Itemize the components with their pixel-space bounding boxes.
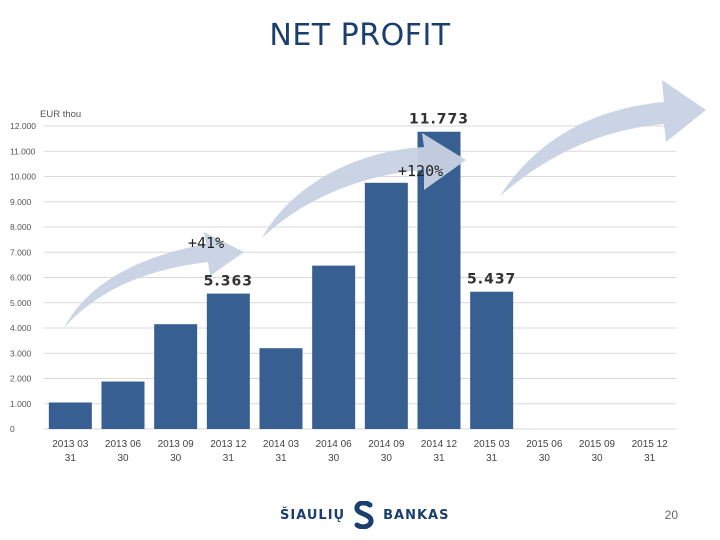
bar [48, 402, 92, 429]
y-tick-label: 2.000 [10, 374, 32, 384]
logo-right-text: BANKAS [383, 507, 450, 523]
y-axis-label: EUR thou [40, 109, 81, 120]
data-label: 5.437 [467, 272, 516, 288]
x-tick-label-day: 31 [65, 453, 77, 464]
x-tick-label: 2014 09 [368, 439, 405, 450]
x-tick-label: 2013 03 [52, 439, 89, 450]
x-tick-label-day: 31 [433, 453, 445, 464]
y-tick-label: 1.000 [10, 399, 32, 409]
data-label: 5.363 [204, 274, 253, 290]
x-tick-label-day: 31 [223, 453, 235, 464]
y-tick-label: 10.000 [10, 172, 36, 182]
y-tick-label: 7.000 [10, 247, 32, 257]
x-tick-label-day: 30 [539, 453, 551, 464]
x-tick-label-day: 30 [117, 453, 129, 464]
growth-arrow-icon [262, 133, 466, 238]
bar [312, 265, 356, 429]
y-tick-label: 6.000 [10, 273, 32, 283]
x-tick-label: 2014 03 [263, 439, 300, 450]
bar [470, 291, 514, 429]
bar [259, 348, 303, 429]
y-tick-label: 11.000 [10, 146, 36, 156]
y-tick-label: 12.000 [10, 121, 36, 131]
x-tick-label-day: 30 [381, 453, 393, 464]
growth-annotation: +120% [398, 162, 443, 180]
page-title: NET PROFIT [269, 18, 451, 53]
y-tick-label: 3.000 [10, 348, 32, 358]
y-tick-label: 4.000 [10, 323, 32, 333]
x-tick-label-day: 31 [486, 453, 498, 464]
y-tick-label: 9.000 [10, 197, 32, 207]
x-tick-label-day: 30 [328, 453, 340, 464]
x-tick-label: 2014 06 [316, 439, 353, 450]
growth-arrow-icon [64, 232, 244, 328]
x-tick-label: 2014 12 [421, 439, 458, 450]
y-tick-label: 8.000 [10, 222, 32, 232]
x-tick-label: 2015 03 [474, 439, 511, 450]
x-tick-label: 2013 06 [105, 439, 142, 450]
x-tick-label: 2015 12 [632, 439, 669, 450]
x-tick-label: 2015 09 [579, 439, 616, 450]
x-tick-label-day: 31 [275, 453, 287, 464]
growth-annotation: +41% [188, 234, 224, 252]
bar [364, 182, 408, 429]
bar [154, 324, 198, 429]
x-tick-label-day: 30 [170, 453, 182, 464]
bank-s-logo-icon [354, 501, 374, 529]
growth-arrow-icon [500, 80, 706, 196]
x-tick-label: 2013 12 [210, 439, 247, 450]
y-tick-label: 5.000 [10, 298, 32, 308]
logo-left-text: ŠIAULIŲ [280, 507, 346, 523]
x-tick-label: 2015 06 [526, 439, 563, 450]
x-tick-label-day: 31 [644, 453, 656, 464]
bar [101, 381, 145, 429]
data-label: 11.773 [409, 112, 469, 128]
x-tick-label-day: 30 [591, 453, 603, 464]
bank-logo: ŠIAULIŲ BANKAS [280, 500, 449, 530]
bar [206, 293, 250, 429]
page-number: 20 [664, 508, 678, 522]
y-tick-label: 0 [10, 424, 15, 434]
x-tick-label: 2013 09 [158, 439, 195, 450]
